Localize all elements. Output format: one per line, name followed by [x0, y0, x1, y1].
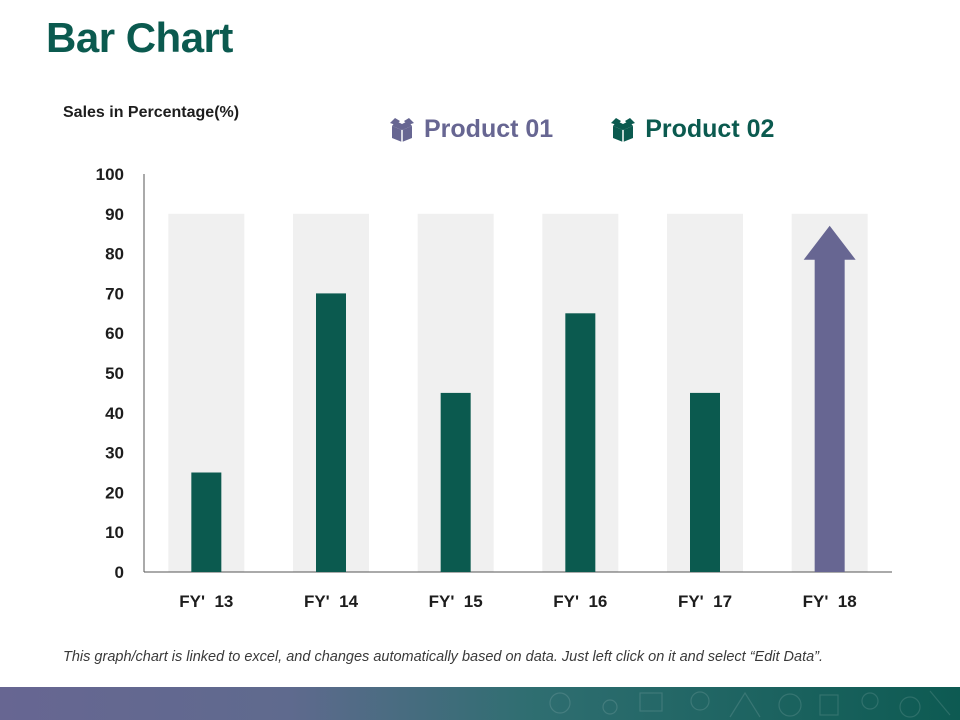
up-arrow-icon — [803, 225, 856, 573]
y-tick-label: 40 — [105, 404, 124, 423]
data-bar — [440, 392, 471, 572]
x-tick-label: FY' 13 — [179, 592, 233, 611]
x-tick-label: FY' 16 — [553, 592, 607, 611]
data-bar — [565, 313, 596, 572]
footer-pattern — [549, 690, 951, 718]
data-bar — [191, 472, 222, 572]
x-tick-label: FY' 15 — [429, 592, 483, 611]
y-tick-label: 20 — [105, 483, 124, 502]
y-tick-label: 100 — [96, 165, 124, 184]
x-tick-label: FY' 18 — [803, 592, 857, 611]
y-tick-label: 90 — [105, 205, 124, 224]
y-axis-label: Sales in Percentage(%) — [63, 104, 240, 121]
footnote: This graph/chart is linked to excel, and… — [63, 649, 824, 665]
legend-label: Product 01 — [424, 115, 554, 143]
legend-item-product-01: Product 01 — [388, 115, 553, 144]
y-tick-label: 50 — [105, 364, 124, 383]
y-tick-label: 30 — [105, 444, 124, 463]
x-tick-label: FY' 17 — [678, 592, 732, 611]
chart-legend: Product 01 Product 02 — [388, 115, 830, 144]
y-tick-label: 60 — [105, 324, 124, 343]
y-tick-label: 70 — [105, 284, 124, 303]
footer-band — [0, 687, 960, 720]
bar-chart: 0 10 20 30 40 50 60 70 80 90 100 FY' 13 FY' 14 FY' 15… — [96, 165, 892, 611]
data-bar — [690, 392, 720, 572]
box-icon — [611, 117, 636, 142]
y-tick-label: 0 — [115, 563, 124, 582]
page-title: Bar Chart — [46, 14, 233, 61]
legend-label: Product 02 — [645, 115, 775, 143]
box-icon — [390, 117, 414, 142]
x-tick-label: FY' 14 — [304, 592, 359, 611]
y-tick-label: 80 — [105, 245, 124, 264]
y-tick-label: 10 — [105, 523, 124, 542]
data-bar — [316, 293, 346, 572]
legend-item-product-02: Product 02 — [609, 115, 774, 144]
